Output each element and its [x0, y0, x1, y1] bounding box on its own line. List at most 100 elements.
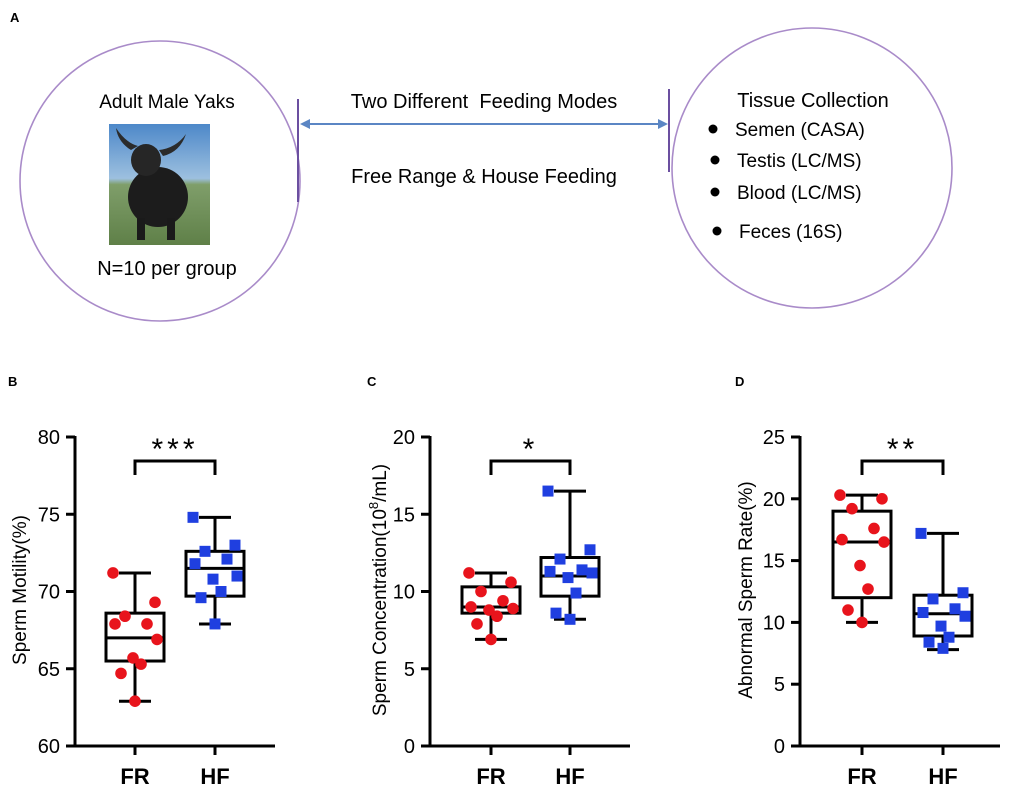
point-hf: [927, 593, 939, 605]
panel-d-chart: D 0 5 10 15 20 25 FR HF Abnormal Sperm Rate(%) **: [735, 374, 1000, 788]
y-tick-label: 10: [763, 612, 785, 634]
right-circle-title: Tissue Collection: [737, 90, 889, 112]
point-fr: [129, 695, 141, 707]
significance-stars: ***: [151, 433, 198, 466]
point-hf: [935, 620, 947, 632]
point-hf: [937, 642, 949, 654]
point-fr: [483, 604, 495, 616]
point-hf: [550, 607, 562, 619]
right-circle: [671, 27, 953, 309]
point-hf: [554, 553, 566, 565]
y-tick-label: 10: [393, 582, 415, 604]
point-fr: [834, 489, 846, 501]
tissue-item: Testis (LC/MS): [737, 151, 862, 172]
panel-label: D: [735, 374, 744, 389]
y-axis-label-tail: /mL): [370, 464, 391, 502]
y-tick-label: 0: [774, 736, 785, 758]
panel-label: C: [367, 374, 377, 389]
point-hf: [584, 544, 596, 556]
feeding-modes-text: Two Different Feeding Modes: [351, 91, 617, 113]
point-hf: [209, 618, 221, 630]
point-fr: [505, 576, 517, 589]
yak-photo-icon: [109, 124, 210, 245]
y-axis-label-unit: (10: [370, 509, 391, 536]
bullet-icon: [710, 187, 720, 197]
box-fr: [831, 509, 893, 600]
tissue-list: Semen (CASA) Testis (LC/MS) Blood (LC/MS) F…: [708, 120, 865, 243]
point-hf: [949, 603, 961, 615]
point-fr: [854, 559, 866, 572]
y-tick-label: 20: [763, 489, 785, 511]
point-hf: [957, 587, 969, 599]
panel-a: A Adult Male Yaks N=10 per group Two Dif…: [10, 10, 953, 322]
panel-label: B: [8, 374, 17, 389]
y-axis-label-unit: (%): [10, 515, 31, 545]
point-fr: [846, 502, 858, 515]
point-fr: [876, 493, 888, 505]
point-fr: [109, 618, 121, 630]
box-hf: [184, 549, 246, 598]
bullet-icon: [712, 226, 722, 236]
point-fr: [868, 522, 880, 535]
point-hf: [199, 545, 211, 557]
point-fr: [149, 596, 161, 609]
sample-size-caption: N=10 per group: [97, 258, 237, 280]
point-hf: [221, 553, 233, 565]
panel-c-chart: C 0 5 10 15 20 FR HF Sperm Concentration(108/mL)…: [366, 374, 630, 788]
point-fr: [485, 633, 497, 646]
bullet-icon: [710, 155, 720, 165]
point-hf: [215, 586, 227, 597]
point-fr: [465, 601, 477, 613]
y-axis-label: Abnormal Sperm Rate(%): [736, 481, 757, 699]
left-circle-title: Adult Male Yaks: [99, 92, 235, 113]
x-tick-label-hf: HF: [200, 764, 229, 788]
y-axis-label-main: Sperm Concentration: [370, 537, 391, 717]
point-hf: [915, 527, 927, 539]
point-fr: [491, 610, 503, 623]
point-hf: [586, 567, 598, 579]
y-tick-label: 75: [38, 504, 60, 526]
y-tick-label: 15: [763, 551, 785, 573]
point-hf: [231, 570, 243, 582]
x-tick-label-fr: FR: [476, 764, 505, 788]
tissue-item: Feces (16S): [739, 222, 842, 243]
point-hf: [229, 539, 241, 551]
significance-bracket: [860, 459, 945, 475]
significance-bracket: [489, 459, 572, 475]
point-fr: [842, 604, 854, 616]
tissue-item: Semen (CASA): [735, 120, 865, 141]
point-hf: [187, 511, 199, 523]
panel-b-chart: B 60 65 70 75 80 FR HF Sperm Motility(%) ***: [8, 374, 275, 788]
panel-a-label: A: [10, 10, 20, 25]
tissue-item: Blood (LC/MS): [737, 183, 862, 204]
point-fr: [135, 658, 147, 670]
point-fr: [497, 594, 509, 607]
point-hf: [959, 610, 971, 622]
point-fr: [115, 667, 127, 680]
y-axis-label-main: Abnormal Sperm Rate: [736, 511, 757, 699]
y-tick-label: 80: [38, 427, 60, 449]
y-tick-label: 70: [38, 582, 60, 604]
x-tick-label-fr: FR: [847, 764, 876, 788]
point-hf: [195, 592, 207, 604]
point-hf: [564, 613, 576, 625]
y-axis-label: Sperm Motility(%): [10, 515, 31, 665]
x-tick-label-hf: HF: [928, 764, 957, 788]
point-fr: [856, 616, 868, 629]
y-tick-label: 60: [38, 736, 60, 758]
point-fr: [471, 618, 483, 630]
y-tick-label: 65: [38, 659, 60, 681]
point-fr: [507, 602, 519, 615]
point-fr: [463, 567, 475, 579]
y-tick-label: 20: [393, 427, 415, 449]
point-fr: [878, 536, 890, 548]
point-hf: [943, 631, 955, 643]
point-hf: [570, 587, 582, 599]
point-fr: [141, 618, 153, 630]
point-hf: [207, 573, 219, 585]
point-fr: [836, 533, 848, 546]
y-axis-label-main: Sperm Motility: [10, 544, 31, 665]
point-hf: [189, 558, 201, 570]
point-fr: [862, 583, 874, 595]
